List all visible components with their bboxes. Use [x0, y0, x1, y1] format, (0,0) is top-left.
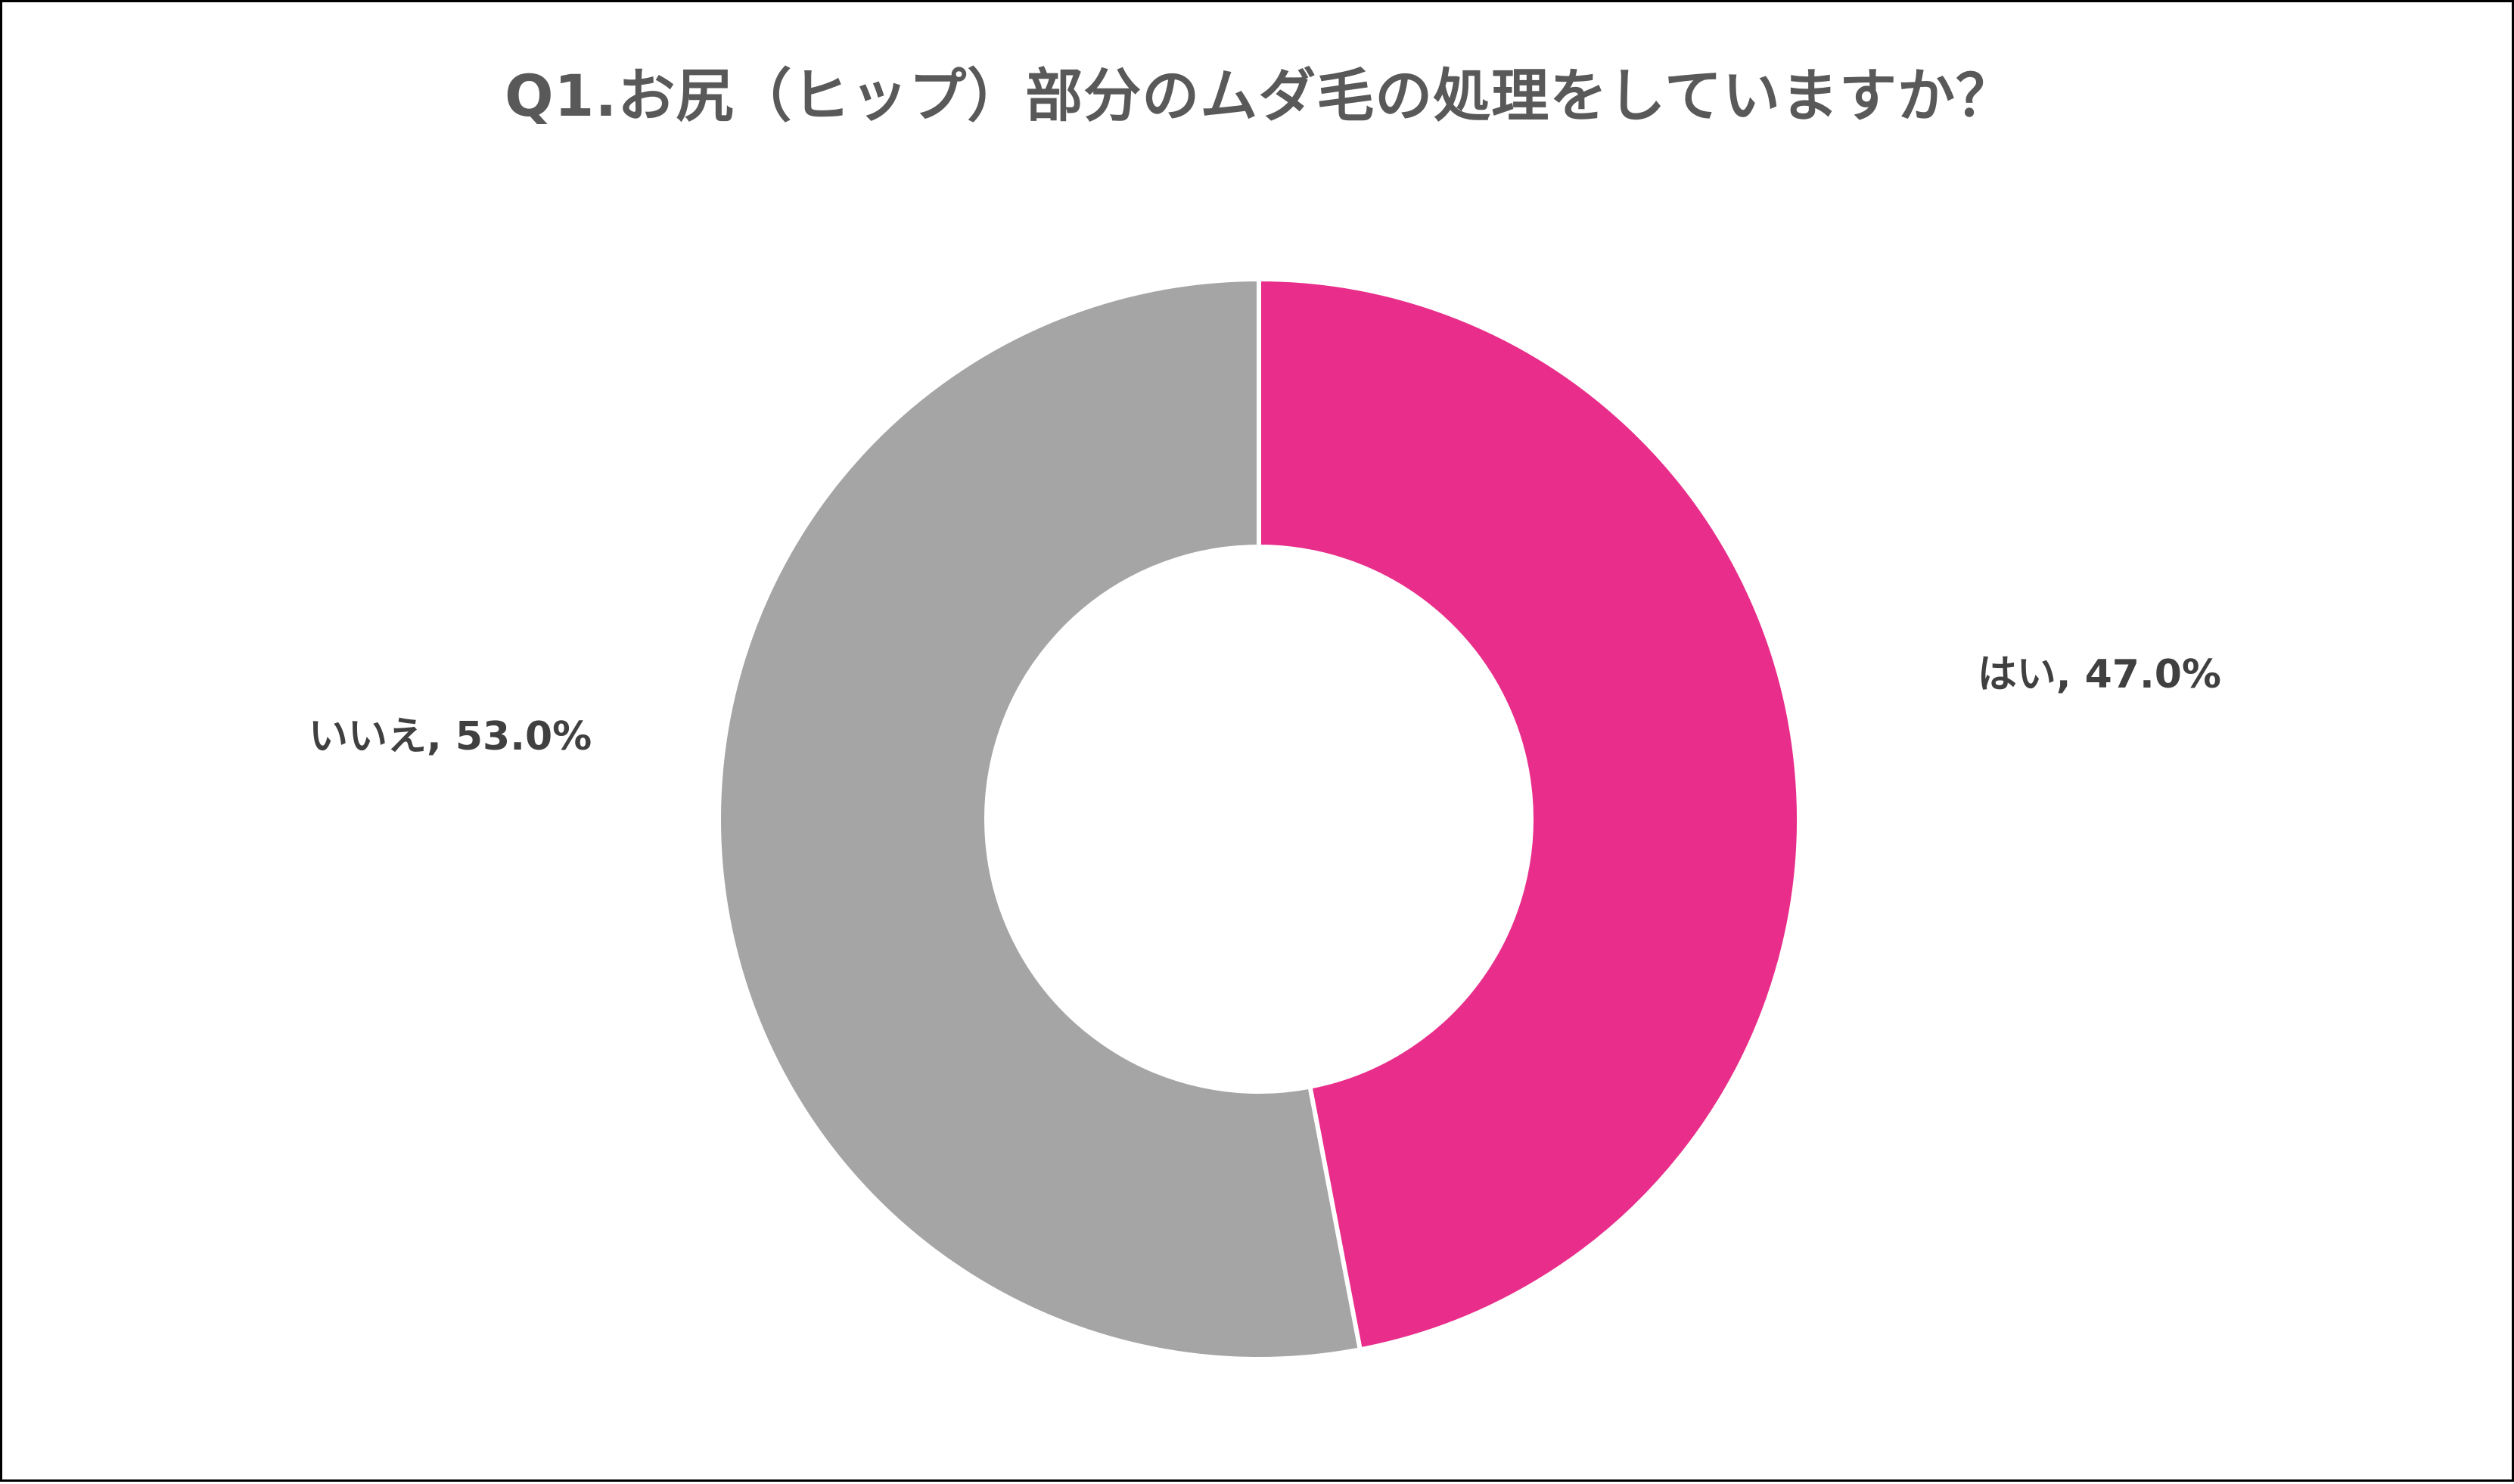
donut-slice-yes: [1257, 277, 1801, 1352]
data-label-yes: はい, 47.0%: [1978, 652, 2221, 697]
donut-slice-no: [716, 277, 1363, 1361]
data-label-no: いいえ, 53.0%: [309, 714, 592, 759]
chart-title: Q1.お尻（ヒップ）部分のムダ毛の処理をしていますか？: [504, 62, 2015, 129]
